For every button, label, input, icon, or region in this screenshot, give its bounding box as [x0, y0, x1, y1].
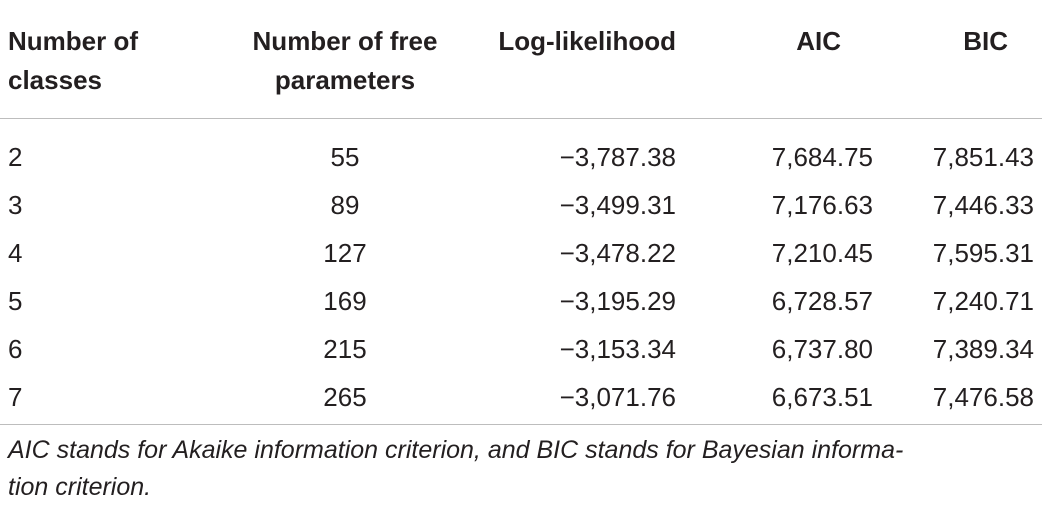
- header-params-line2: parameters: [274, 65, 416, 95]
- header-log-likelihood: Log-likelihood: [490, 0, 690, 119]
- cell-loglik: −3,071.76: [559, 382, 676, 412]
- header-row: Number of classes Number of free paramet…: [0, 0, 1042, 119]
- table-row: 3 89 −3,499.31 7,176.63 7,446.33: [0, 181, 1042, 229]
- cell-loglik: −3,153.34: [559, 334, 676, 364]
- footnote-line2: tion criterion.: [8, 473, 152, 501]
- footnote-divider: [0, 424, 1042, 425]
- cell-params: 169: [323, 286, 367, 316]
- cell-params: 89: [330, 190, 360, 220]
- table-footnote: AIC stands for Akaike information criter…: [8, 432, 1034, 506]
- cell-classes: 2: [8, 142, 23, 172]
- cell-params: 127: [323, 238, 367, 268]
- footnote-line1: AIC stands for Akaike information criter…: [8, 436, 904, 464]
- cell-classes: 5: [8, 286, 23, 316]
- cell-params: 55: [330, 142, 360, 172]
- cell-classes: 4: [8, 238, 23, 268]
- cell-aic: 6,673.51: [771, 382, 873, 412]
- cell-bic: 7,446.33: [932, 190, 1034, 220]
- table-row: 4 127 −3,478.22 7,210.45 7,595.31: [0, 229, 1042, 277]
- cell-loglik: −3,478.22: [559, 238, 676, 268]
- header-params-line1: Number of free: [252, 26, 438, 56]
- cell-loglik: −3,499.31: [559, 190, 676, 220]
- table-row: 7 265 −3,071.76 6,673.51 7,476.58: [0, 373, 1042, 431]
- header-bic: BIC: [875, 0, 1042, 119]
- cell-loglik: −3,787.38: [559, 142, 676, 172]
- cell-classes: 6: [8, 334, 23, 364]
- table-body: 2 55 −3,787.38 7,684.75 7,851.43 3 89 −3…: [0, 119, 1042, 432]
- table-row: 6 215 −3,153.34 6,737.80 7,389.34: [0, 325, 1042, 373]
- cell-aic: 6,737.80: [771, 334, 873, 364]
- cell-params: 265: [323, 382, 367, 412]
- header-aic: AIC: [690, 0, 875, 119]
- cell-classes: 3: [8, 190, 23, 220]
- cell-bic: 7,240.71: [932, 286, 1034, 316]
- cell-aic: 6,728.57: [771, 286, 873, 316]
- header-number-of-classes: Number of classes: [0, 0, 200, 119]
- header-classes-line2: classes: [8, 65, 102, 95]
- cell-bic: 7,476.58: [932, 382, 1034, 412]
- cell-aic: 7,176.63: [771, 190, 873, 220]
- model-fit-table: Number of classes Number of free paramet…: [0, 0, 1042, 432]
- table-row: 5 169 −3,195.29 6,728.57 7,240.71: [0, 277, 1042, 325]
- cell-aic: 7,684.75: [771, 142, 873, 172]
- cell-aic: 7,210.45: [771, 238, 873, 268]
- header-number-of-free-parameters: Number of free parameters: [200, 0, 490, 119]
- table-row: 2 55 −3,787.38 7,684.75 7,851.43: [0, 119, 1042, 182]
- cell-classes: 7: [8, 382, 23, 412]
- model-fit-table-container: Number of classes Number of free paramet…: [0, 0, 1042, 432]
- cell-params: 215: [323, 334, 367, 364]
- cell-bic: 7,851.43: [932, 142, 1034, 172]
- header-classes-line1: Number of: [8, 26, 138, 56]
- cell-bic: 7,389.34: [932, 334, 1034, 364]
- cell-loglik: −3,195.29: [559, 286, 676, 316]
- cell-bic: 7,595.31: [932, 238, 1034, 268]
- table-header: Number of classes Number of free paramet…: [0, 0, 1042, 119]
